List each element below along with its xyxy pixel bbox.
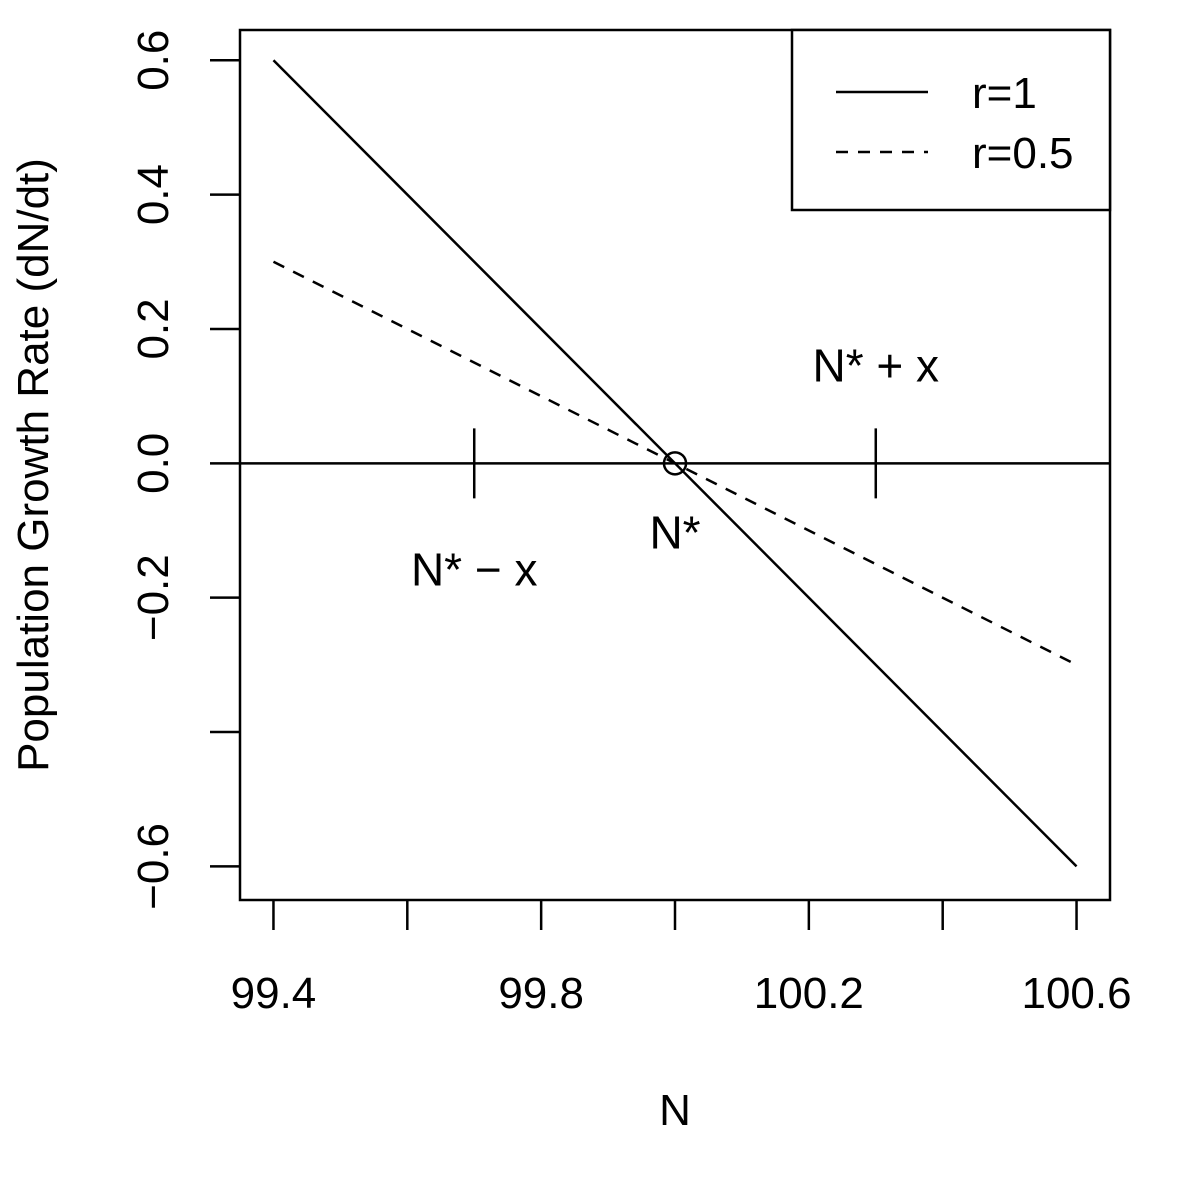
marker-label: N* − x <box>411 543 538 595</box>
legend: r=1 r=0.5 <box>790 28 1112 212</box>
series-line-r-0-5 <box>272 260 1078 666</box>
y-tick-label: −0.2 <box>129 554 178 641</box>
y-tick-label: 0.0 <box>129 433 178 494</box>
y-tick-label: 0.2 <box>129 298 178 359</box>
legend-label: r=0.5 <box>972 129 1074 178</box>
x-tick-label: 100.2 <box>754 969 864 1018</box>
x-axis: 99.4 99.8 100.2 100.6 <box>231 900 1132 1018</box>
x-tick-label: 99.4 <box>231 969 317 1018</box>
equilibrium-point-marker <box>662 451 688 476</box>
y-tick-label: −0.6 <box>129 823 178 910</box>
equilibrium-point-label: N* <box>649 506 700 558</box>
series-lines <box>272 59 1078 868</box>
x-tick-label: 99.8 <box>498 969 584 1018</box>
legend-box <box>790 28 1112 212</box>
y-axis: 0.6 0.4 0.2 0.0 −0.2 −0.6 <box>129 30 240 910</box>
x-axis-title: N <box>659 1086 691 1135</box>
marker-ticks: N* − x N* + x <box>411 339 939 595</box>
x-tick-label: 100.6 <box>1021 969 1131 1018</box>
marker-label: N* + x <box>812 339 939 391</box>
y-axis-title: Population Growth Rate (dN/dt) <box>9 158 58 772</box>
y-tick-label: 0.4 <box>129 164 178 225</box>
y-tick-label: 0.6 <box>129 30 178 91</box>
equilibrium-point: N* <box>649 451 701 558</box>
legend-label: r=1 <box>972 69 1037 118</box>
